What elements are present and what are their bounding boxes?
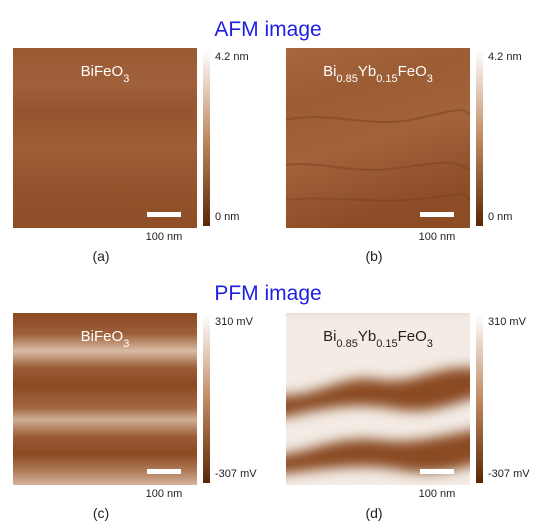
scale-bar-label: 100 nm [146, 488, 183, 500]
section-title: PFM image [214, 282, 321, 305]
panel-label: (a) [92, 248, 109, 264]
scale-bar [420, 212, 454, 217]
subscript: 0.15 [376, 73, 397, 85]
text-part: Bi [323, 63, 336, 80]
section-title: AFM image [214, 18, 321, 41]
pfm-image [270, 305, 490, 500]
text-part: FeO [398, 63, 427, 80]
panel-label: (d) [365, 505, 382, 521]
subscript: 0.85 [336, 338, 357, 350]
subscript: 3 [427, 73, 433, 85]
colorbar-min: -307 mV [488, 468, 530, 480]
colorbar [203, 50, 210, 226]
subscript: 0.85 [336, 73, 357, 85]
scale-bar-label: 100 nm [419, 231, 456, 243]
text-part: BiFeO [81, 63, 124, 80]
scale-bar-label: 100 nm [419, 488, 456, 500]
colorbar-min: -307 mV [215, 468, 257, 480]
text-part: BiFeO [81, 328, 124, 345]
scale-bar [147, 469, 181, 474]
colorbar-max: 4.2 nm [215, 51, 249, 63]
colorbar-max: 4.2 nm [488, 51, 522, 63]
colorbar-max: 310 mV [215, 316, 254, 328]
panel-label: (c) [93, 505, 109, 521]
page: AFM image PFM image BiFeO3100 nm4.2 nm0 … [0, 0, 536, 524]
colorbar [476, 315, 483, 483]
colorbar [476, 50, 483, 226]
figure: AFM image PFM image BiFeO3100 nm4.2 nm0 … [0, 0, 536, 524]
colorbar-max: 310 mV [488, 316, 527, 328]
colorbar-min: 0 nm [488, 211, 512, 223]
colorbar [203, 315, 210, 483]
text-part: FeO [398, 328, 427, 345]
subscript: 0.15 [376, 338, 397, 350]
text-part: Yb [358, 63, 376, 80]
text-part: Yb [358, 328, 376, 345]
scale-bar-label: 100 nm [146, 231, 183, 243]
colorbar-min: 0 nm [215, 211, 239, 223]
subscript: 3 [123, 338, 129, 350]
text-part: Bi [323, 328, 336, 345]
subscript: 3 [123, 73, 129, 85]
scale-bar [420, 469, 454, 474]
panel-label: (b) [365, 248, 382, 264]
subscript: 3 [427, 338, 433, 350]
scale-bar [147, 212, 181, 217]
